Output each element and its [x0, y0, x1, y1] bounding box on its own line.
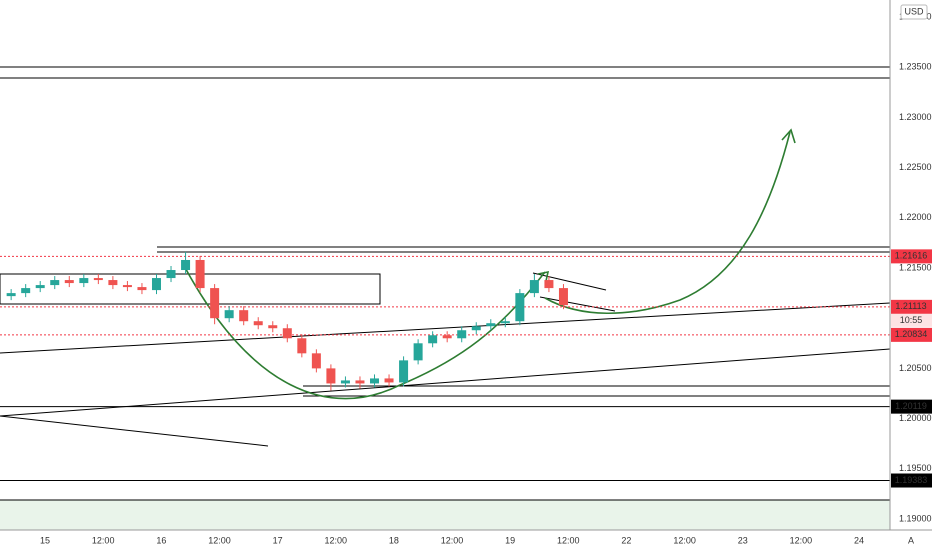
candle-body	[442, 335, 452, 339]
x-tick-label: 15	[40, 535, 50, 545]
candle-body	[457, 330, 467, 339]
axis-layer: 1.190001.195001.200001.205001.210001.215…	[40, 11, 932, 545]
y-tick-label: 1.19500	[899, 463, 932, 473]
candle-body	[21, 288, 31, 294]
price-label: 1.19383	[895, 475, 928, 485]
price-label-box	[891, 399, 932, 414]
x-tick-label: 18	[389, 535, 399, 545]
candle-body	[93, 278, 103, 281]
candle-body	[311, 353, 321, 369]
candle-body	[268, 325, 278, 329]
arrow-head	[537, 270, 550, 282]
candle-body	[210, 288, 220, 319]
currency-box	[900, 4, 928, 20]
y-tick-label: 1.23000	[899, 112, 932, 122]
shaded-zone	[0, 500, 890, 530]
candle-body	[35, 285, 45, 289]
candle-body	[471, 326, 481, 331]
x-tick-label: 17	[273, 535, 283, 545]
candle-body	[253, 321, 263, 326]
channel-line	[532, 272, 607, 291]
countdown-box	[891, 313, 932, 327]
x-tick-label: 23	[738, 535, 748, 545]
x-tick-label: 12:00	[208, 535, 231, 545]
x-tick-label: 16	[156, 535, 166, 545]
candle-body	[79, 278, 89, 284]
series-layer	[0, 251, 890, 482]
candle-body	[151, 278, 161, 291]
trend-line	[0, 302, 891, 354]
price-label-box	[891, 249, 932, 264]
candle-body	[355, 380, 365, 384]
x-tick-label: 12:00	[790, 535, 813, 545]
trend-line	[0, 415, 269, 447]
candle-body	[326, 368, 336, 384]
candle-body	[544, 280, 554, 289]
price-label: 1.21616	[895, 251, 928, 261]
price-label: 1.20834	[895, 329, 928, 339]
arrow-head	[781, 128, 796, 144]
x-tick-label: 12:00	[557, 535, 580, 545]
x-tick-label: 12:00	[324, 535, 347, 545]
candle-body	[486, 323, 496, 327]
trend-line	[0, 348, 891, 417]
x-tick-label: 22	[621, 535, 631, 545]
x-tick-label: 12:00	[92, 535, 115, 545]
candle-body	[122, 285, 132, 288]
candle-body	[558, 288, 568, 306]
price-label-box	[891, 299, 932, 314]
candle-body	[529, 280, 539, 294]
y-tick-label: 1.22500	[899, 162, 932, 172]
candle-body	[224, 310, 234, 319]
candle-body	[370, 378, 380, 384]
candle-body	[239, 310, 249, 322]
projection-curve	[544, 131, 791, 315]
x-tick-label: 19	[505, 535, 515, 545]
candle-body	[413, 343, 423, 361]
price-axis	[890, 0, 932, 550]
price-label-box	[891, 327, 932, 342]
candle-body	[428, 335, 438, 344]
y-tick-label: 1.19000	[899, 513, 932, 523]
price-label: 1.21113	[895, 301, 926, 311]
y-tick-label: 1.20500	[899, 363, 932, 373]
candle-body	[6, 293, 16, 297]
price-label: 1.20119	[895, 401, 927, 411]
candle-body	[137, 287, 147, 291]
x-tick-label: 12:00	[673, 535, 696, 545]
scale-mode[interactable]: A	[908, 535, 914, 545]
candle-body	[500, 321, 510, 324]
range-box	[0, 273, 381, 305]
candle-body	[50, 280, 60, 286]
drawings	[0, 66, 891, 501]
channel-line	[539, 296, 616, 312]
candle-body	[64, 280, 74, 284]
candle-body	[195, 259, 205, 289]
x-tick-label: 24	[854, 535, 864, 545]
candle-body	[108, 280, 118, 286]
candle-body	[297, 338, 307, 354]
pattern-curves	[181, 128, 796, 400]
y-tick-label: 1.23500	[899, 62, 932, 72]
x-tick-label: 12:00	[441, 535, 464, 545]
candle-body	[515, 293, 525, 322]
y-tick-label: 1.22000	[899, 212, 932, 222]
y-tick-label: 1.20000	[899, 413, 932, 423]
candle-body	[282, 328, 292, 339]
y-tick-label: 1.21500	[899, 262, 932, 272]
candle-body	[166, 270, 176, 279]
candle-body	[399, 360, 409, 383]
price-label-box	[891, 473, 932, 488]
currency: USD	[904, 6, 924, 16]
candle-body	[181, 259, 191, 271]
countdown: 10:55	[900, 315, 923, 325]
candle-body	[340, 380, 350, 384]
cup-curve	[181, 261, 546, 400]
candle-body	[384, 378, 394, 383]
